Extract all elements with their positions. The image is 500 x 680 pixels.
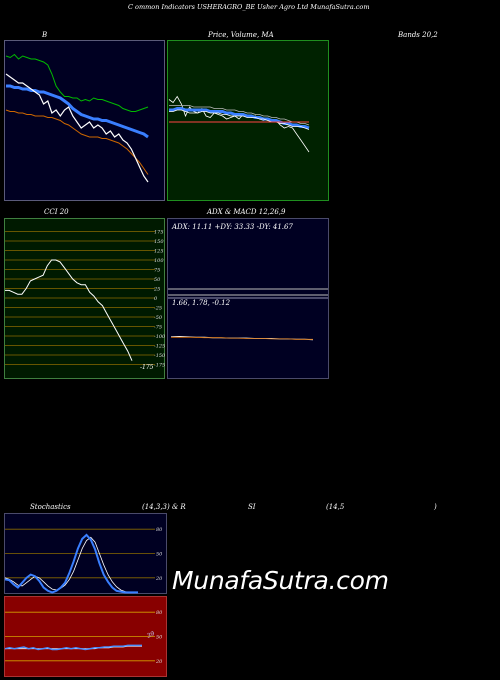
bands-price-line bbox=[5, 73, 149, 183]
bands-title-right: Bands 20,2 bbox=[398, 31, 438, 39]
cci-tick-label: 25 bbox=[153, 287, 160, 293]
stochastics-title: Stochastics bbox=[30, 503, 71, 511]
bands-title-b: B bbox=[42, 31, 48, 39]
cci-tick-label: -150 bbox=[154, 353, 165, 359]
rsi-line bbox=[4, 644, 142, 651]
cci-tick-label: -50 bbox=[154, 315, 163, 321]
bands-panel bbox=[4, 40, 165, 201]
bands-panel-bg bbox=[4, 40, 165, 201]
stochastics-d-line bbox=[4, 536, 138, 593]
rsi-tick-label: 80 bbox=[156, 610, 163, 616]
macd-signal-line bbox=[171, 336, 313, 340]
adx-macd-title: ADX & MACD 12,26,9 bbox=[207, 208, 286, 216]
stochastics-k-line bbox=[4, 533, 138, 594]
price-ma-panel-bg bbox=[167, 40, 329, 201]
cci-tick-label: 150 bbox=[154, 239, 164, 245]
cci-line bbox=[5, 259, 133, 361]
chart-title: C ommon Indicators USHERAGRO_BE Usher Ag… bbox=[128, 3, 370, 11]
stochastics-tick-label: 20 bbox=[155, 576, 163, 582]
macd-values-label: 1.66, 1.78, -0.12 bbox=[172, 299, 231, 307]
cci-title: CCI 20 bbox=[44, 208, 69, 216]
rsi-title-params: (14,5 bbox=[326, 503, 345, 511]
price-ma-ma-fast-line bbox=[169, 109, 310, 130]
cci-tick-label: -100 bbox=[154, 334, 165, 340]
rsi-value-label: 39 bbox=[146, 630, 156, 640]
cci-panel-bg bbox=[4, 218, 165, 379]
stochastics-params: (14,3,3) & R bbox=[142, 503, 186, 511]
bands-upper-line bbox=[5, 53, 149, 112]
stochastics-tick-label: 50 bbox=[156, 552, 163, 558]
cci-tick-label: 0 bbox=[154, 296, 158, 302]
rsi-title-close: ) bbox=[434, 503, 437, 511]
bands-title-price-volume-ma: Price, Volume, MA bbox=[208, 31, 274, 39]
rsi-title-si: SI bbox=[248, 503, 256, 511]
cci-panel: 175 150 125 100 75 50 25 0 -25 -50 -75 -100 -125 -150… bbox=[4, 218, 165, 379]
cci-tick-label: 50 bbox=[154, 277, 161, 283]
cci-value-label: -175 bbox=[140, 364, 154, 371]
cci-tick-label: 75 bbox=[154, 268, 160, 274]
adx-panel: ADX: 11.11 +DY: 33.33 -DY: 41.67 bbox=[167, 218, 329, 298]
adx-values-label: ADX: 11.11 +DY: 33.33 -DY: 41.67 bbox=[171, 223, 293, 231]
adx-panel-bg bbox=[167, 218, 329, 298]
cci-tick-label: -75 bbox=[154, 325, 162, 331]
cci-tick-label: 175 bbox=[154, 230, 164, 236]
cci-tick-label: -25 bbox=[154, 306, 162, 312]
cci-tick-label: 100 bbox=[154, 258, 164, 264]
rsi-tick-label: 20 bbox=[155, 659, 163, 665]
macd-panel: 1.66, 1.78, -0.12 bbox=[167, 298, 329, 379]
bands-lower-line bbox=[5, 109, 149, 175]
cci-tick-label: -125 bbox=[154, 344, 165, 350]
rsi-panel: 80 50 20 39 bbox=[4, 596, 167, 677]
bands-middle-line bbox=[6, 84, 149, 139]
stochastics-tick-label: 80 bbox=[156, 527, 163, 533]
price-ma-ma-short-line bbox=[169, 107, 310, 130]
cci-tick-label: -175 bbox=[154, 363, 165, 369]
watermark: MunafaSutra.com bbox=[172, 566, 389, 595]
price-ma-ma-long-line bbox=[169, 105, 310, 126]
rsi-tick-label: 50 bbox=[156, 635, 163, 641]
price-ma-panel bbox=[167, 40, 329, 201]
cci-tick-label: 125 bbox=[154, 249, 164, 255]
stochastics-panel: 80 50 20 bbox=[4, 513, 167, 594]
